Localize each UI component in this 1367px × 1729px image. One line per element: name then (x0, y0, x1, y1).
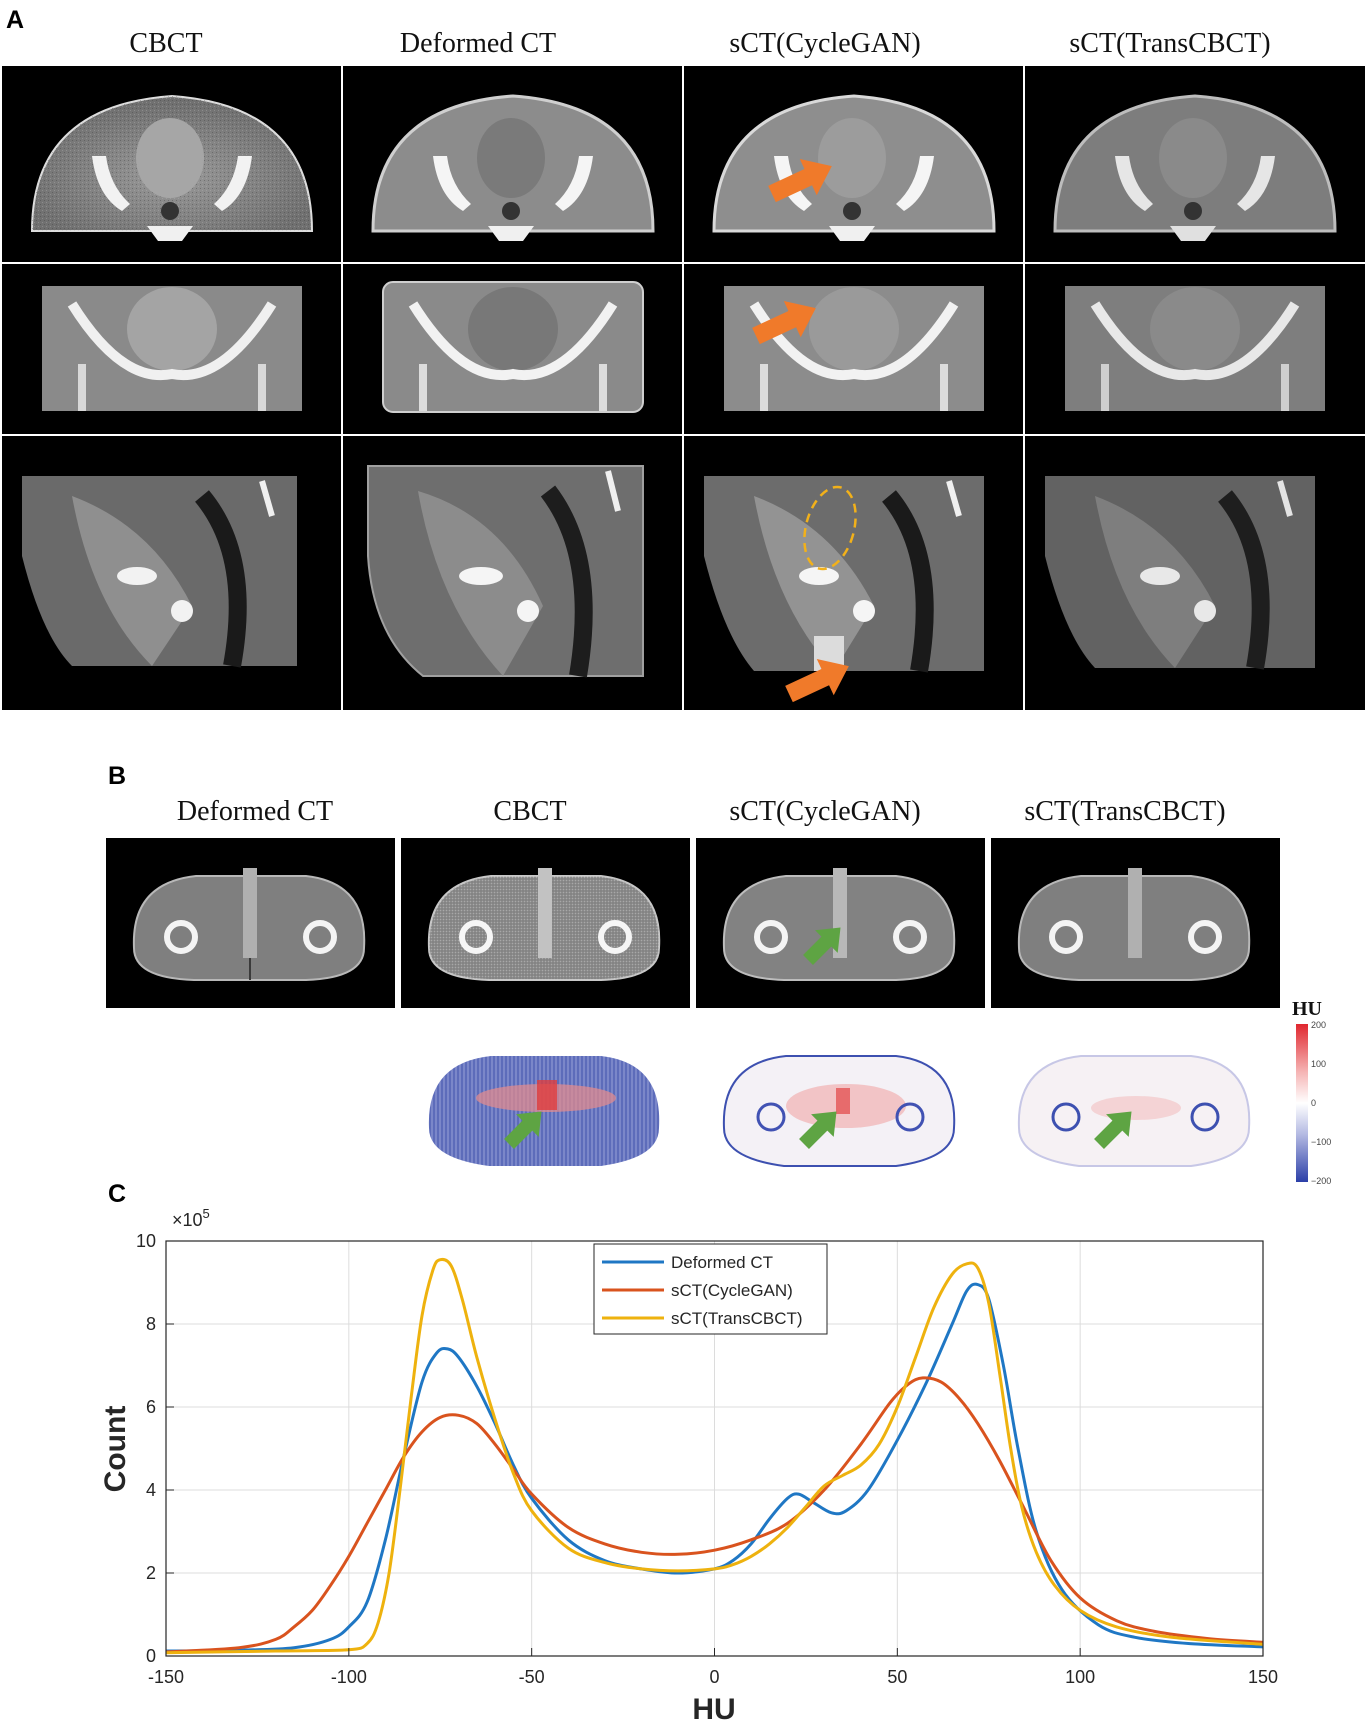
x-tick-label: 50 (887, 1667, 907, 1687)
difference-map-cbct (401, 1018, 690, 1190)
difference-map-sct-transcbct (991, 1018, 1280, 1190)
orange-arrow-icon (768, 158, 832, 203)
pelvis-sct-cyclegan-image (696, 838, 985, 1008)
sagittal-cbct-image (2, 436, 341, 710)
panel-letter-c: C (108, 1180, 127, 1208)
colorbar-title: HU (1292, 998, 1322, 1020)
x-tick-label: -150 (148, 1667, 184, 1687)
column-title-deformed-ct-b: Deformed CT (176, 796, 334, 827)
column-title-deformed-ct: Deformed CT (399, 28, 557, 59)
y-axis-label: Count (99, 1406, 132, 1493)
difference-map-sct-cyclegan (696, 1018, 985, 1190)
coronal-cbct-image (2, 264, 341, 434)
hu-histogram-chart: -150 -100 -50 0 50 100 150 0 2 4 6 8 10 ×105 HU Coun… (99, 1206, 1278, 1726)
x-tick-label: -50 (519, 1667, 545, 1687)
y-tick-label: 2 (146, 1563, 156, 1583)
sagittal-sct-cyclegan-image (684, 436, 1023, 710)
colorbar-tick: 200 (1311, 1020, 1327, 1030)
y-tick-label: 8 (146, 1314, 156, 1334)
column-title-sct-cyclegan: sCT(CycleGAN) (729, 28, 921, 59)
column-title-sct-transcbct: sCT(TransCBCT) (1069, 28, 1271, 59)
orange-arrow-icon (752, 300, 816, 345)
sagittal-sct-transcbct-image (1025, 436, 1365, 710)
dashed-ellipse-icon (803, 485, 857, 571)
green-arrow-icon (803, 927, 841, 965)
green-arrow-icon (1094, 1111, 1132, 1149)
legend-label-sct-transcbct: sCT(TransCBCT) (671, 1309, 803, 1328)
y-tick-label: 0 (146, 1646, 156, 1666)
x-tick-label: 100 (1065, 1667, 1095, 1687)
green-arrow-icon (799, 1111, 837, 1149)
legend-label-deformed-ct: Deformed CT (671, 1253, 773, 1272)
panel-letter-a: A (6, 6, 25, 34)
column-title-cbct-b: CBCT (493, 796, 567, 827)
colorbar (1296, 1024, 1308, 1182)
colorbar-tick: −100 (1311, 1137, 1332, 1147)
x-axis-label: HU (692, 1693, 735, 1726)
orange-arrow-icon (785, 658, 849, 703)
pelvis-deformed-ct-image (106, 838, 395, 1008)
legend-label-sct-cyclegan: sCT(CycleGAN) (671, 1281, 793, 1300)
column-title-sct-transcbct-b: sCT(TransCBCT) (1024, 796, 1226, 827)
coronal-sct-cyclegan-image (684, 264, 1023, 434)
coronal-deformed-ct-image (343, 264, 682, 434)
column-title-cbct: CBCT (129, 28, 203, 59)
x-tick-label: 0 (709, 1667, 719, 1687)
axial-sct-cyclegan-image (684, 66, 1023, 262)
x-tick-label: -100 (331, 1667, 367, 1687)
y-tick-label: 6 (146, 1397, 156, 1417)
series-line-sct-cyclegan (165, 1376, 1264, 1654)
y-tick-label: 10 (136, 1231, 156, 1251)
series-line-sct-transcbct (165, 1257, 1264, 1655)
coronal-sct-transcbct-image (1025, 264, 1365, 434)
pelvis-sct-transcbct-image (991, 838, 1280, 1008)
y-exponent-label: ×105 (172, 1206, 210, 1230)
green-arrow-icon (504, 1111, 542, 1149)
colorbar-tick: 100 (1311, 1059, 1327, 1069)
legend: Deformed CT sCT(CycleGAN) sCT(TransCBCT) (593, 1243, 828, 1335)
sagittal-deformed-ct-image (343, 436, 682, 710)
colorbar-tick: 0 (1311, 1098, 1317, 1108)
y-tick-label: 4 (146, 1480, 156, 1500)
axial-cbct-image (2, 66, 341, 262)
x-tick-label: 150 (1248, 1667, 1278, 1687)
colorbar-tick: −200 (1311, 1176, 1332, 1186)
panel-letter-b: B (108, 762, 127, 790)
column-title-sct-cyclegan-b: sCT(CycleGAN) (729, 796, 921, 827)
pelvis-cbct-image (401, 838, 690, 1008)
axial-sct-transcbct-image (1025, 66, 1365, 262)
axial-deformed-ct-image (343, 66, 682, 262)
